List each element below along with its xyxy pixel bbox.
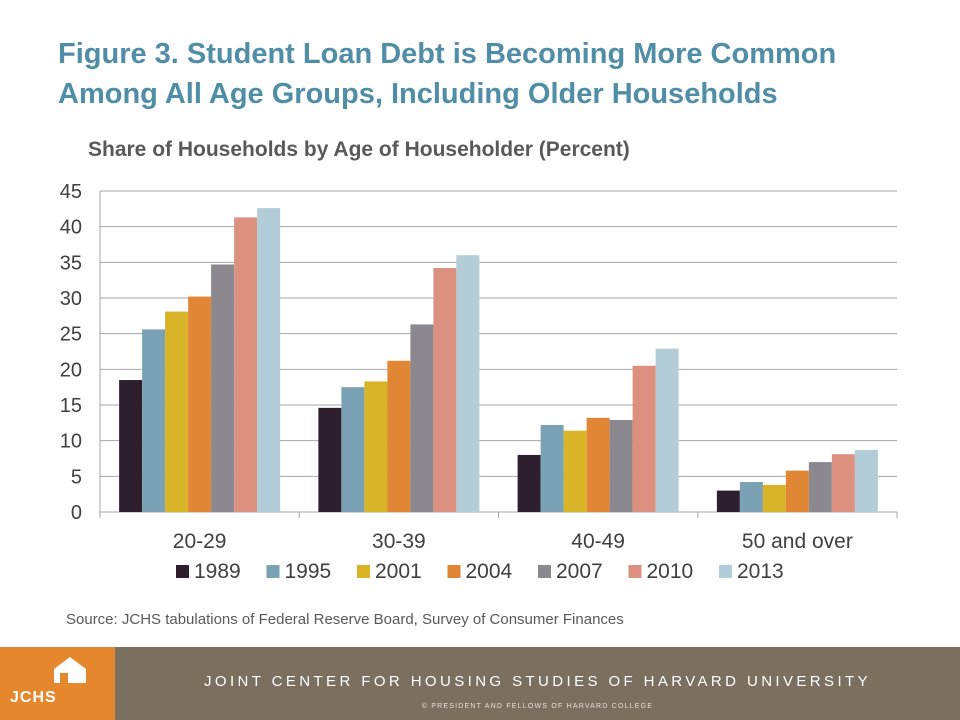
y-tick-label: 10: [60, 431, 82, 453]
logo-text: JCHS: [10, 689, 57, 706]
bar: [609, 419, 633, 512]
chart-title: Share of Households by Age of Householde…: [88, 138, 630, 161]
y-tick-label: 5: [71, 466, 82, 488]
x-tick-label: 40-49: [571, 530, 625, 553]
bar: [119, 380, 143, 512]
bar: [762, 484, 786, 512]
bar-chart: 0 5 10 15 20 25 30 35 40 45 20-29 30-39 40-49 50 and …: [60, 181, 898, 583]
footer-band: JOINT CENTER FOR HOUSING STUDIES OF HARV…: [115, 647, 960, 720]
y-tick-label: 40: [60, 217, 82, 239]
legend-swatch: [628, 565, 642, 578]
bar: [456, 255, 480, 512]
bar: [517, 454, 541, 512]
bar: [716, 490, 740, 512]
bar: [655, 348, 679, 512]
copyright-notice: © PRESIDENT AND FELLOWS OF HARVARD COLLE…: [421, 703, 654, 710]
y-tick-label: 30: [60, 288, 82, 310]
bar: [188, 296, 212, 512]
bar: [364, 381, 388, 512]
bar: [234, 217, 258, 512]
y-tick-label: 25: [60, 324, 82, 346]
bar: [433, 268, 457, 512]
bar: [563, 430, 587, 512]
legend-swatch: [176, 565, 189, 578]
legend-label: 2013: [737, 560, 784, 583]
y-tick-label: 20: [60, 359, 82, 381]
legend-label: 2001: [375, 560, 422, 583]
legend-swatch: [266, 565, 280, 578]
legend-swatch: [538, 565, 551, 578]
bar: [318, 407, 342, 512]
jchs-logo: JCHS: [0, 647, 115, 720]
source-note: Source: JCHS tabulations of Federal Rese…: [66, 611, 624, 628]
bar: [739, 482, 763, 512]
bar: [540, 424, 564, 512]
y-tick-label: 0: [71, 502, 82, 524]
bar: [785, 470, 809, 512]
house-icon: [54, 657, 86, 683]
bar: [632, 365, 656, 512]
x-tick-label: 30-39: [372, 530, 426, 553]
bar: [854, 449, 878, 512]
legend-label: 1995: [285, 560, 332, 583]
bar: [410, 324, 434, 512]
legend-label: 2010: [647, 560, 694, 583]
y-tick-label: 35: [60, 252, 82, 274]
legend-label: 2007: [556, 560, 603, 583]
organization-name: JOINT CENTER FOR HOUSING STUDIES OF HARV…: [204, 673, 871, 690]
bar: [831, 454, 855, 512]
bar: [165, 311, 189, 512]
legend-label: 2004: [466, 560, 513, 583]
legend-swatch: [719, 565, 732, 578]
bar: [808, 462, 832, 512]
legend-swatch: [357, 565, 370, 578]
x-tick-label: 20-29: [173, 530, 227, 553]
bar: [142, 329, 166, 512]
bar: [257, 208, 281, 512]
x-tick-label: 50 and over: [742, 530, 853, 553]
y-tick-label: 45: [60, 181, 82, 203]
legend-swatch: [447, 565, 461, 578]
bar: [586, 417, 610, 512]
y-tick-label: 15: [60, 395, 82, 417]
footer: JCHS JOINT CENTER FOR HOUSING STUDIES OF…: [0, 647, 960, 720]
bar: [341, 387, 365, 512]
legend-label: 1989: [194, 560, 241, 583]
bar: [211, 264, 235, 512]
bar: [387, 360, 411, 512]
slide-title: Figure 3. Student Loan Debt is Becoming …: [58, 38, 837, 110]
